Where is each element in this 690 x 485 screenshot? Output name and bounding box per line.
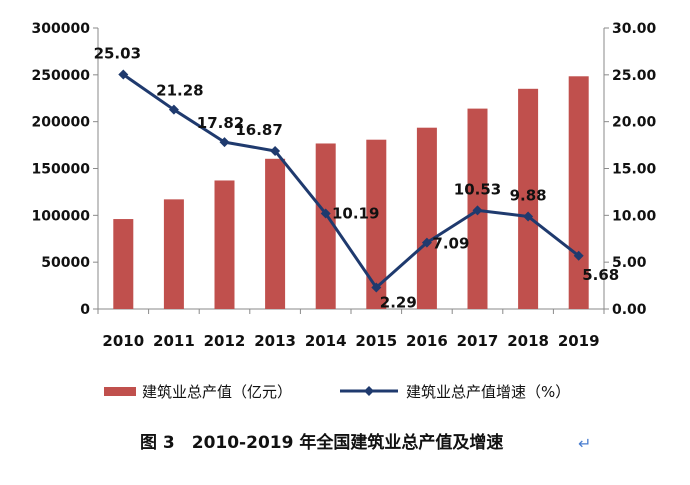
growth-data-label: 5.68 [582,266,619,284]
bar [315,143,336,309]
growth-marker [421,237,432,248]
legend-swatch-marker [364,386,374,396]
growth-marker [523,211,534,222]
right-tick-label: 15.00 [612,162,657,178]
x-tick-label: 2018 [507,332,549,350]
x-tick-label: 2013 [254,332,296,350]
left-tick-label: 250000 [32,68,91,84]
left-tick-label: 200000 [32,115,91,131]
growth-line [122,73,580,290]
return-mark: ↵ [578,434,591,453]
growth-marker [472,205,483,216]
bar [113,219,134,309]
growth-marker [118,69,129,80]
growth-marker [270,145,281,156]
legend: 建筑业总产值（亿元） 建筑业总产值增速（%） [104,383,570,401]
right-tick-label: 0.00 [612,302,647,318]
growth-marker [320,208,331,219]
x-tick-label: 2010 [102,332,144,350]
left-tick-label: 300000 [32,21,91,37]
growth-data-label: 2.29 [380,294,417,312]
bar [416,127,437,309]
right-tick-label: 25.00 [612,68,657,84]
right-tick-label: 30.00 [612,21,657,37]
left-tick-label: 50000 [41,255,90,271]
growth-data-label: 25.03 [94,45,141,63]
left-tick-label: 0 [80,302,90,318]
legend-label-line: 建筑业总产值增速（%） [406,383,570,401]
x-tick-label: 2014 [305,332,347,350]
x-tick-label: 2012 [204,332,246,350]
growth-marker [573,250,584,261]
growth-marker [219,137,230,148]
growth-data-label: 17.82 [197,114,244,132]
bar [265,158,286,309]
growth-marker [168,104,179,115]
left-tick-label: 150000 [32,162,91,178]
growth-data-label: 10.19 [332,205,379,223]
left-tick-label: 100000 [32,208,91,224]
axes: 0 50000 100000 150000 200000 250000 300000 0.00… [32,21,657,350]
growth-data-label: 7.09 [432,235,469,253]
right-tick-label: 5.00 [612,255,647,271]
growth-data-label: 9.88 [510,186,547,204]
x-tick-label: 2015 [355,332,397,350]
legend-label-bar: 建筑业总产值（亿元） [142,383,292,401]
growth-marker [371,282,382,293]
x-tick-label: 2016 [406,332,448,350]
x-tick-label: 2019 [558,332,600,350]
bar [366,139,387,309]
growth-data-label: 10.53 [454,180,501,198]
growth-data-label: 16.87 [235,121,282,139]
right-tick-label: 20.00 [612,115,657,131]
growth-data-label: 21.28 [156,82,203,100]
x-tick-label: 2011 [153,332,195,350]
x-tick-label: 2017 [457,332,499,350]
line-series [118,69,584,293]
bar [214,180,235,309]
figure-caption: 图 3 2010-2019 年全国建筑业总产值及增速 [140,432,503,453]
bar [163,199,184,309]
legend-swatch-bar [104,387,136,396]
bar [518,88,539,309]
right-tick-label: 10.00 [612,208,657,224]
